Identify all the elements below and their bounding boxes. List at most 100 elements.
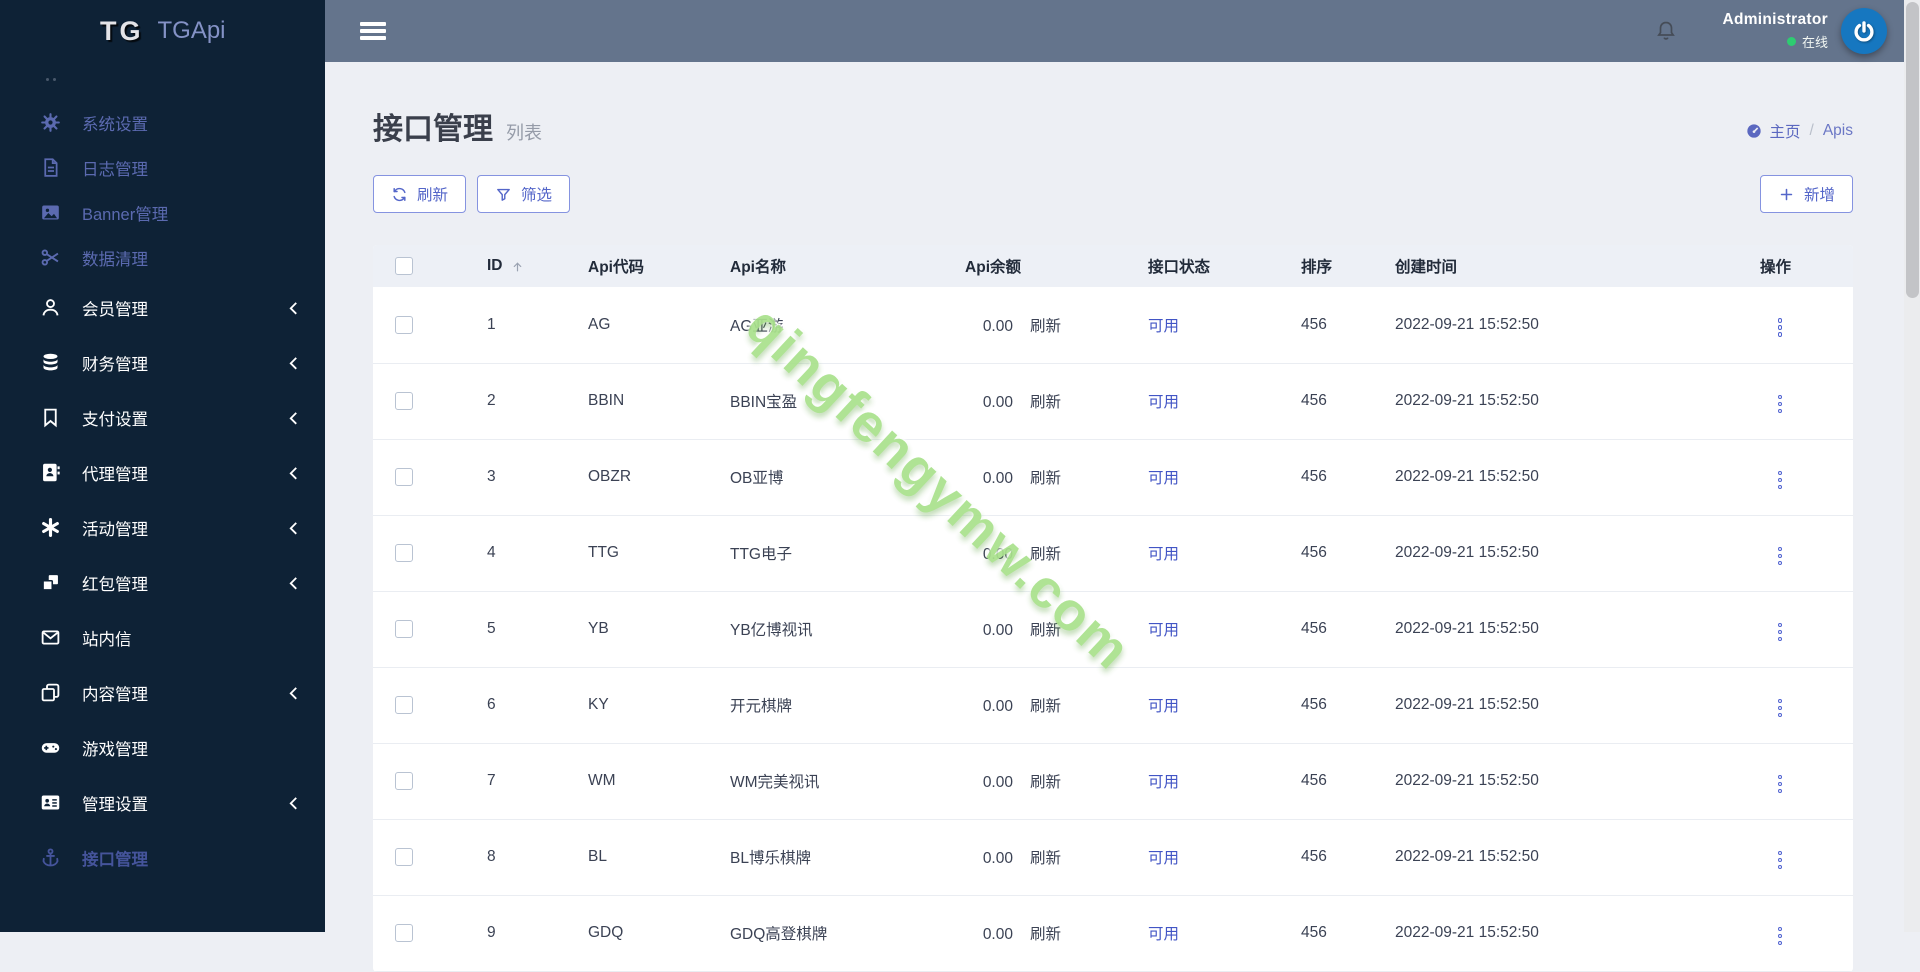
row-actions-kebab[interactable] xyxy=(1775,468,1786,493)
row-actions-kebab[interactable] xyxy=(1775,315,1786,340)
cell-sort: 456 xyxy=(1253,591,1383,668)
scrollbar-thumb[interactable] xyxy=(1905,2,1919,298)
row-checkbox[interactable] xyxy=(395,391,413,410)
row-refresh-link[interactable]: 刷新 xyxy=(1029,774,1061,791)
row-actions-kebab[interactable] xyxy=(1775,696,1786,721)
row-refresh-link[interactable]: 刷新 xyxy=(1029,317,1061,335)
status-link[interactable]: 可用 xyxy=(1148,850,1180,867)
column-header-status[interactable]: 接口状态 xyxy=(1063,245,1253,287)
cell-sort: 456 xyxy=(1253,439,1383,516)
cell-created: 2022-09-21 15:52:50 xyxy=(1383,287,1723,364)
row-refresh-link[interactable]: 刷新 xyxy=(1029,850,1061,867)
app-logo: TG TGApi xyxy=(0,0,325,62)
breadcrumb-home-link[interactable]: 主页 xyxy=(1746,120,1801,142)
hamburger-menu-button[interactable] xyxy=(360,19,386,44)
sidebar-item-finance-management[interactable]: 财务管理 xyxy=(0,335,325,390)
table-row: 8 BL BL博乐棋牌 0.00 刷新 可用 456 2022-09-21 15:… xyxy=(373,819,1853,896)
status-link[interactable]: 可用 xyxy=(1148,926,1180,943)
column-header-id[interactable]: ID xyxy=(463,245,563,287)
cell-created: 2022-09-21 15:52:50 xyxy=(1383,591,1723,668)
sidebar-item-content-management[interactable]: 内容管理 xyxy=(0,665,325,720)
row-refresh-link[interactable]: 刷新 xyxy=(1029,470,1061,487)
cell-sort: 456 xyxy=(1253,363,1383,440)
status-link[interactable]: 可用 xyxy=(1148,774,1180,791)
sidebar-item-banner-management[interactable]: Banner管理 xyxy=(0,190,325,235)
sidebar-item-activity-management[interactable]: 活动管理 xyxy=(0,500,325,555)
sidebar-item-site-messages[interactable]: 站内信 xyxy=(0,610,325,665)
table-row: 7 WM WM完美视讯 0.00 刷新 可用 456 2022-09-21 15:… xyxy=(373,743,1853,820)
refresh-button[interactable]: 刷新 xyxy=(373,175,467,213)
column-header-balance[interactable]: Api余额 xyxy=(933,245,1063,287)
row-checkbox[interactable] xyxy=(395,695,413,714)
avatar[interactable] xyxy=(1841,8,1887,54)
row-actions-kebab[interactable] xyxy=(1775,620,1786,645)
cell-created: 2022-09-21 15:52:50 xyxy=(1383,363,1723,440)
id-card-icon xyxy=(40,792,61,813)
row-refresh-link[interactable]: 刷新 xyxy=(1029,546,1061,563)
online-status-label: 在线 xyxy=(1801,35,1828,50)
row-checkbox[interactable] xyxy=(395,467,413,486)
sidebar-item-label: 会员管理 xyxy=(82,300,148,319)
cell-id: 8 xyxy=(463,819,563,896)
table-header-row: ID Api代码 Api名称 Api余额 接口状态 排序 创建时间 操作 xyxy=(373,245,1853,287)
table-row: 6 KY 开元棋牌 0.00 刷新 可用 456 2022-09-21 15:52… xyxy=(373,667,1853,744)
page-scrollbar xyxy=(1904,0,1920,932)
row-checkbox[interactable] xyxy=(395,543,413,562)
row-checkbox[interactable] xyxy=(395,923,413,942)
row-actions-kebab[interactable] xyxy=(1775,392,1786,417)
sidebar-item-data-cleanup[interactable]: 数据清理 xyxy=(0,235,325,280)
column-header-created[interactable]: 创建时间 xyxy=(1383,245,1723,287)
row-refresh-link[interactable]: 刷新 xyxy=(1029,394,1061,411)
row-refresh-link[interactable]: 刷新 xyxy=(1029,622,1061,639)
cell-api-code: GDQ xyxy=(563,895,703,972)
table-row: 9 GDQ GDQ高登棋牌 0.00 刷新 可用 456 2022-09-21 1… xyxy=(373,895,1853,972)
row-checkbox[interactable] xyxy=(395,847,413,866)
sidebar-item-label: Banner管理 xyxy=(82,205,169,224)
status-link[interactable]: 可用 xyxy=(1148,394,1180,411)
row-checkbox[interactable] xyxy=(395,619,413,638)
status-link[interactable]: 可用 xyxy=(1148,470,1180,487)
add-button[interactable]: 新增 xyxy=(1759,175,1853,213)
status-link[interactable]: 可用 xyxy=(1148,698,1180,715)
row-actions-kebab[interactable] xyxy=(1775,772,1786,797)
sidebar-item-payment-settings[interactable]: 支付设置 xyxy=(0,390,325,445)
row-checkbox[interactable] xyxy=(395,315,413,334)
database-icon xyxy=(40,352,61,373)
sidebar-item-game-management[interactable]: 游戏管理 xyxy=(0,720,325,775)
row-refresh-link[interactable]: 刷新 xyxy=(1029,926,1061,943)
sidebar-item-label: 代理管理 xyxy=(82,465,148,484)
row-actions-kebab[interactable] xyxy=(1775,848,1786,873)
sidebar-item-admin-settings[interactable]: 管理设置 xyxy=(0,775,325,830)
row-checkbox[interactable] xyxy=(395,771,413,790)
column-header-name[interactable]: Api名称 xyxy=(703,245,933,287)
table-row: 2 BBIN BBIN宝盈 0.00 刷新 可用 456 2022-09-21 1… xyxy=(373,363,1853,440)
row-refresh-link[interactable]: 刷新 xyxy=(1029,698,1061,715)
column-header-code[interactable]: Api代码 xyxy=(563,245,703,287)
sidebar-item-agent-management[interactable]: 代理管理 xyxy=(0,445,325,500)
status-link[interactable]: 可用 xyxy=(1148,546,1180,563)
sidebar-item-label: 站内信 xyxy=(82,630,132,649)
cell-sort: 456 xyxy=(1253,667,1383,744)
cell-api-name: OB亚博 xyxy=(703,439,933,516)
sidebar-item-system-settings[interactable]: 系统设置 xyxy=(0,100,325,145)
cell-balance: 0.00 xyxy=(982,926,1013,943)
sidebar: TG TGApi 系统设置 日志管理 xyxy=(0,0,325,932)
row-actions-kebab[interactable] xyxy=(1775,544,1786,569)
api-table-card: ID Api代码 Api名称 Api余额 接口状态 排序 创建时间 操作 xyxy=(373,245,1853,972)
sidebar-item-member-management[interactable]: 会员管理 xyxy=(0,280,325,335)
sidebar-item-log-management[interactable]: 日志管理 xyxy=(0,145,325,190)
topbar: Administrator 在线 xyxy=(325,0,1920,62)
sidebar-item-api-management[interactable]: 接口管理 xyxy=(0,830,325,885)
cell-balance: 0.00 xyxy=(982,622,1013,639)
status-link[interactable]: 可用 xyxy=(1148,317,1180,335)
sidebar-item-redpacket-management[interactable]: 红包管理 xyxy=(0,555,325,610)
status-link[interactable]: 可用 xyxy=(1148,622,1180,639)
power-logo-icon xyxy=(1851,18,1877,44)
select-all-checkbox[interactable] xyxy=(395,256,413,275)
notification-bell-icon[interactable] xyxy=(1654,19,1678,43)
row-actions-kebab[interactable] xyxy=(1775,924,1786,949)
filter-button[interactable]: 筛选 xyxy=(477,175,571,213)
sidebar-item-label: 游戏管理 xyxy=(82,740,148,759)
cell-created: 2022-09-21 15:52:50 xyxy=(1383,515,1723,592)
column-header-sort[interactable]: 排序 xyxy=(1253,245,1383,287)
